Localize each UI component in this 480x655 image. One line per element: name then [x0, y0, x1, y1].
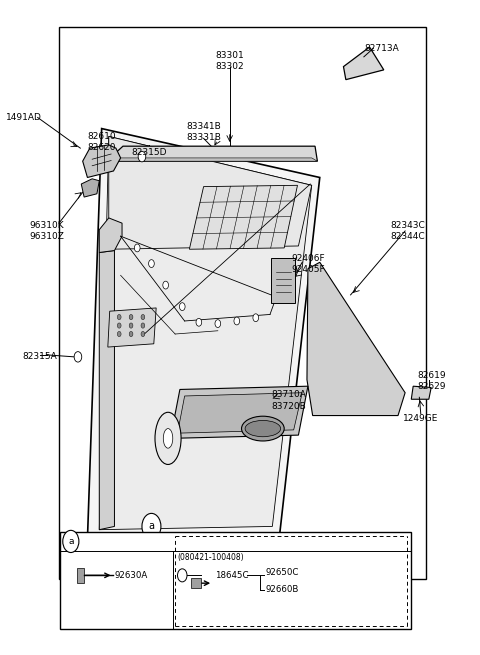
Polygon shape	[108, 308, 156, 347]
FancyBboxPatch shape	[60, 533, 411, 629]
Circle shape	[141, 314, 145, 320]
Text: 92650C: 92650C	[265, 569, 299, 577]
FancyBboxPatch shape	[271, 257, 295, 303]
Text: 82619
82629: 82619 82629	[417, 371, 445, 391]
Text: 82343C
82344C: 82343C 82344C	[390, 221, 425, 241]
Text: 83710A
83720B: 83710A 83720B	[272, 390, 306, 411]
Polygon shape	[81, 179, 99, 197]
Circle shape	[141, 331, 145, 337]
Text: 18645C: 18645C	[216, 571, 249, 580]
Circle shape	[149, 259, 154, 267]
Polygon shape	[109, 136, 312, 250]
Circle shape	[163, 281, 168, 289]
Text: 92406F
92405F: 92406F 92405F	[291, 253, 325, 274]
Text: 83341B
83331B: 83341B 83331B	[186, 122, 221, 142]
Polygon shape	[178, 393, 302, 433]
Circle shape	[196, 318, 202, 326]
Ellipse shape	[163, 428, 173, 448]
Circle shape	[74, 352, 82, 362]
Circle shape	[234, 317, 240, 325]
FancyBboxPatch shape	[59, 28, 426, 578]
Circle shape	[117, 323, 121, 328]
Polygon shape	[344, 47, 384, 80]
Polygon shape	[411, 386, 431, 400]
Circle shape	[215, 320, 221, 328]
Text: 82713A: 82713A	[364, 44, 399, 53]
Text: 92630A: 92630A	[115, 571, 148, 580]
Circle shape	[134, 244, 140, 252]
Circle shape	[129, 323, 133, 328]
Polygon shape	[170, 386, 308, 438]
Polygon shape	[76, 567, 84, 583]
Text: 82610
82620: 82610 82620	[87, 132, 116, 152]
Circle shape	[117, 314, 121, 320]
Ellipse shape	[155, 412, 181, 464]
Circle shape	[117, 331, 121, 337]
Text: 83301
83302: 83301 83302	[216, 51, 244, 71]
Circle shape	[129, 331, 133, 337]
Circle shape	[138, 151, 146, 162]
Circle shape	[253, 314, 259, 322]
Ellipse shape	[241, 416, 284, 441]
Polygon shape	[307, 262, 405, 415]
Polygon shape	[191, 578, 201, 588]
Polygon shape	[107, 146, 317, 161]
Polygon shape	[107, 158, 317, 161]
Circle shape	[129, 314, 133, 320]
Text: a: a	[148, 521, 155, 531]
Text: 92660B: 92660B	[265, 585, 299, 594]
Text: 96310K
96310Z: 96310K 96310Z	[30, 221, 64, 241]
Polygon shape	[83, 145, 120, 178]
Polygon shape	[99, 251, 114, 530]
Text: 1491AD: 1491AD	[5, 113, 41, 122]
Polygon shape	[87, 128, 320, 540]
Circle shape	[178, 569, 187, 582]
Circle shape	[142, 514, 161, 540]
Text: (080421-100408): (080421-100408)	[178, 553, 244, 561]
Text: a: a	[68, 537, 73, 546]
Circle shape	[63, 531, 79, 553]
Polygon shape	[99, 136, 312, 530]
Circle shape	[141, 323, 145, 328]
Polygon shape	[99, 218, 122, 252]
Ellipse shape	[245, 421, 281, 437]
Text: 82315D: 82315D	[132, 148, 167, 157]
Text: 82315A: 82315A	[23, 352, 58, 362]
Polygon shape	[190, 185, 298, 250]
Text: 1249GE: 1249GE	[403, 415, 438, 423]
Circle shape	[180, 303, 185, 310]
